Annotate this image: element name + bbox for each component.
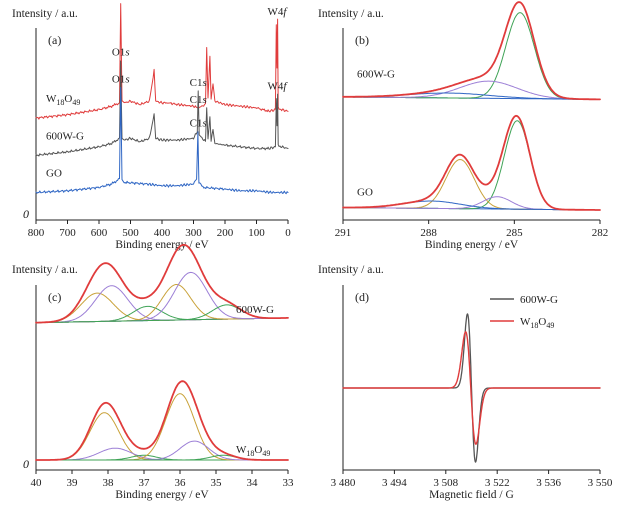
x-tick-label: 291 <box>335 227 352 239</box>
x-axis-title: Binding energy / eV <box>425 239 519 251</box>
peak-label: W4f <box>267 80 288 92</box>
x-axis-title: Magnetic field / G <box>429 489 514 501</box>
peak-label: O1s <box>112 74 130 86</box>
stack-label: GO <box>357 186 373 198</box>
x-tick-label: 600 <box>91 227 108 239</box>
stack-label: 600W-G <box>357 68 395 80</box>
peak-label: C1s <box>190 94 207 106</box>
peak-label: W4f <box>267 6 288 18</box>
peak-label: C1s <box>190 77 207 89</box>
fit-component-0 <box>342 12 601 100</box>
x-tick-label: 282 <box>592 227 609 239</box>
legend-label: 600W-G <box>520 294 558 306</box>
stack-label: W18O49 <box>236 444 270 458</box>
x-tick-label: 300 <box>185 227 202 239</box>
envelope-line <box>342 1 601 101</box>
x-tick-label: 3 480 <box>331 477 356 489</box>
x-axis-title: Binding energy / eV <box>115 489 209 501</box>
panel-label: (d) <box>355 290 369 304</box>
x-tick-label: 200 <box>217 227 234 239</box>
panel-3: Intensity / a.u. Binding energy / eV (c) 04… <box>12 243 295 501</box>
x-tick-label: 400 <box>154 227 171 239</box>
y-axis-title: Intensity / a.u. <box>318 8 384 20</box>
peak-label: O1s <box>112 47 130 59</box>
panel-label: (c) <box>48 290 61 304</box>
y-axis-title: Intensity / a.u. <box>12 8 78 20</box>
x-tick-label: 36 <box>175 477 187 489</box>
legend-label: W18O49 <box>520 316 554 330</box>
spectrum-line-2 <box>35 87 289 195</box>
panel-4: Intensity / a.u. Magnetic field / G (d) 3 4… <box>318 264 613 501</box>
stack-label: 600W-G <box>236 304 274 316</box>
x-tick-label: 0 <box>285 227 291 239</box>
x-tick-label: 35 <box>211 477 223 489</box>
x-tick-label: 40 <box>31 477 43 489</box>
x-tick-label: 500 <box>122 227 139 239</box>
x-axis-title: Binding energy / eV <box>115 239 209 251</box>
y-axis-title: Intensity / a.u. <box>12 264 78 276</box>
x-tick-label: 800 <box>28 227 45 239</box>
x-tick-label: 38 <box>103 477 115 489</box>
envelope-line <box>35 243 289 324</box>
panel-1: Intensity / a.u. Binding energy / eV (a) 0 8… <box>12 0 291 251</box>
x-tick-label: 3 494 <box>382 477 407 489</box>
fit-component-0 <box>342 120 601 211</box>
spectrum-line-1 <box>35 60 289 157</box>
peak-label: C1s <box>190 118 207 130</box>
series-label: 600W-G <box>46 130 84 142</box>
y-axis-title: Intensity / a.u. <box>318 264 384 276</box>
x-tick-label: 33 <box>283 477 295 489</box>
series-label: W18O49 <box>46 93 80 107</box>
panel-2: Intensity / a.u. Binding energy / eV (b) 29… <box>318 1 609 251</box>
envelope-line <box>342 114 601 211</box>
epr-line-1 <box>342 331 601 445</box>
x-tick-label: 3 522 <box>485 477 510 489</box>
x-tick-label: 39 <box>67 477 79 489</box>
x-tick-label: 700 <box>59 227 76 239</box>
series-label: GO <box>46 168 62 180</box>
x-tick-label: 285 <box>506 227 523 239</box>
x-tick-label: 37 <box>139 477 151 489</box>
y-origin-label: 0 <box>23 207 29 221</box>
x-tick-label: 3 550 <box>588 477 613 489</box>
fit-component-1 <box>342 80 601 100</box>
panel-label: (a) <box>48 33 61 47</box>
y-origin-label: 0 <box>23 457 29 471</box>
x-tick-label: 100 <box>248 227 265 239</box>
spectrum-line-0 <box>35 3 289 120</box>
x-tick-label: 288 <box>420 227 437 239</box>
panel-label: (b) <box>355 33 369 47</box>
fit-component-2 <box>342 196 601 211</box>
x-tick-label: 3 536 <box>536 477 561 489</box>
peak-label: O1s <box>112 0 130 1</box>
envelope-line <box>35 380 289 461</box>
x-tick-label: 34 <box>247 477 259 489</box>
x-tick-label: 3 508 <box>433 477 458 489</box>
